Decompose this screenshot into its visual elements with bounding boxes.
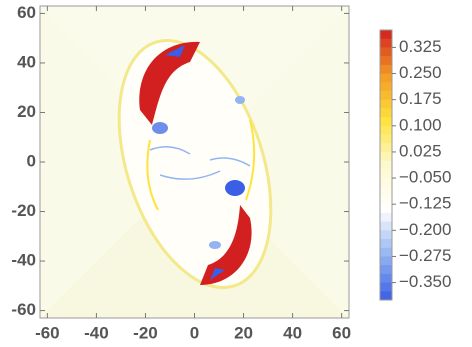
- colorbar-frame: [379, 29, 393, 301]
- x-tick-label: 40: [283, 323, 302, 342]
- colorbar-band: [380, 64, 392, 75]
- colorbar-tick-label: −0.200: [399, 220, 451, 239]
- y-tick-label: 0: [27, 151, 36, 170]
- y-tick-label: -60: [11, 300, 36, 319]
- colorbar-band: [380, 169, 392, 179]
- colorbar-tick-label: 0.250: [399, 63, 442, 82]
- colorbar-band: [380, 195, 392, 205]
- colorbar-tick-label: −0.050: [399, 168, 451, 187]
- x-tick-label: 20: [234, 323, 253, 342]
- colorbar-band: [380, 143, 392, 153]
- colorbar-band: [380, 178, 392, 188]
- x-tick-label: 60: [332, 323, 351, 342]
- colorbar-band: [380, 247, 392, 257]
- y-tick-label: 20: [17, 102, 36, 121]
- colorbar-tick-label: −0.350: [399, 272, 451, 291]
- colorbar-band: [380, 47, 392, 57]
- colorbar-band: [380, 99, 392, 109]
- colorbar-band: [380, 256, 392, 266]
- colorbar-tick-label: 0.025: [399, 141, 442, 160]
- colorbar-band: [380, 134, 392, 144]
- y-tick-label: 40: [17, 52, 36, 71]
- colorbar-band: [380, 56, 392, 66]
- colorbar-band: [380, 82, 392, 92]
- y-tick-label: -20: [11, 201, 36, 220]
- colorbar-band: [380, 30, 392, 40]
- x-tick-label: 0: [190, 323, 199, 342]
- colorbar-band: [380, 186, 392, 196]
- colorbar-band: [380, 221, 392, 231]
- colorbar-band: [380, 265, 392, 275]
- colorbar-band: [380, 90, 392, 101]
- colorbar-band: [380, 73, 392, 83]
- colorbar-band: [380, 38, 392, 48]
- colorbar-band: [380, 273, 392, 284]
- colorbar-tick-label: 0.175: [399, 89, 442, 108]
- colorbar-band: [380, 230, 392, 240]
- colorbar-tick-label: 0.325: [399, 37, 442, 56]
- colorbar-band: [380, 125, 392, 136]
- y-tick-label: 60: [17, 3, 36, 22]
- colorbar-band: [380, 117, 392, 127]
- y-tick-label: -40: [11, 251, 36, 270]
- x-tick-label: -60: [35, 323, 60, 342]
- x-tick-label: -20: [133, 323, 158, 342]
- density-field: [40, 6, 349, 318]
- colorbar-band: [380, 212, 392, 223]
- colorbar-tick-label: −0.275: [399, 246, 451, 265]
- colorbar-band: [380, 151, 392, 162]
- colorbar-tick-label: 0.100: [399, 115, 442, 134]
- colorbar-band: [380, 108, 392, 118]
- colorbar-tick-label: −0.125: [399, 194, 451, 213]
- colorbar-band: [380, 204, 392, 214]
- colorbar-band: [380, 160, 392, 170]
- x-tick-label: -40: [84, 323, 109, 342]
- colorbar-band: [380, 291, 392, 301]
- colorbar-band: [380, 282, 392, 292]
- colorbar-band: [380, 239, 392, 249]
